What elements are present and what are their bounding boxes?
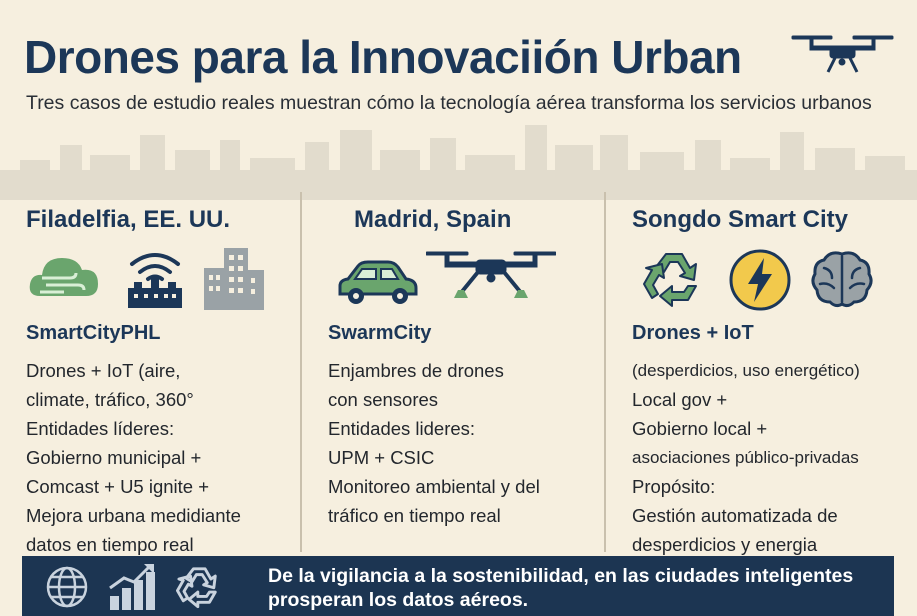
detail-line: Gestión automatizada de [632, 505, 838, 526]
brain-icon [811, 251, 873, 308]
detail-line: Monitoreo ambiental y del [328, 476, 540, 497]
column-divider [300, 192, 302, 552]
growth-chart-icon [109, 564, 155, 610]
footer-message: De la vigilancia a la sostenibilidad, en… [268, 565, 854, 611]
city-title: Songdo Smart City [632, 206, 849, 233]
detail-line: Local gov + [632, 389, 728, 410]
wind-cloud-icon [29, 258, 98, 296]
page-subtitle: Tres casos de estudio reales muestran có… [26, 92, 872, 114]
icon-row [642, 248, 892, 312]
globe-icon [46, 566, 88, 608]
detail-line: (desperdicios, uso energético) [632, 361, 860, 380]
project-name: SmartCityPHL [26, 322, 161, 344]
detail-line: Comcast + U5 ignite + [26, 476, 210, 497]
project-name: SwarmCity [328, 322, 432, 344]
detail-line: UPM + CSIC [328, 447, 435, 468]
detail-line: Entidades líderes: [26, 418, 175, 439]
detail-line: datos en tiempo real [26, 534, 194, 555]
detail-line: Gobierno local + [632, 418, 768, 439]
recycle-icon [643, 253, 697, 307]
detail-line: Propósito: [632, 476, 716, 497]
lightning-icon [729, 249, 791, 311]
city-skyline [0, 125, 917, 200]
detail-line: Mejora urbana medidiante [26, 505, 241, 526]
detail-line: asociaciones público-privadas [632, 448, 859, 467]
detail-line: desperdicios y energia [632, 534, 818, 555]
recycle-icon [176, 567, 217, 609]
buildings-icon [204, 248, 264, 310]
page-title: Drones para la Innovaciión Urban [24, 31, 742, 83]
icon-row [26, 248, 276, 312]
detail-line: climate, tráfico, 360° [26, 389, 194, 410]
icon-row [336, 248, 576, 312]
detail-line: Enjambres de drones [328, 360, 504, 381]
detail-line: tráfico en tiempo real [328, 505, 501, 526]
drone-icon [791, 35, 894, 73]
wifi-tower-icon [128, 253, 182, 308]
car-icon [338, 260, 418, 304]
drone-icon [426, 251, 556, 298]
case-details: Drones + IoT (aire, climate, tráfico, 36… [26, 356, 241, 559]
detail-line: Entidades lideres: [328, 418, 476, 439]
city-title: Filadelfia, EE. UU. [26, 206, 231, 233]
detail-line: Gobierno municipal + [26, 447, 202, 468]
case-details: Enjambres de drones con sensores Entidad… [328, 356, 540, 530]
footer-banner: De la vigilancia a la sostenibilidad, en… [22, 556, 894, 616]
case-details: (desperdicios, uso energético) Local gov… [632, 356, 860, 559]
detail-line: con sensores [328, 389, 439, 410]
detail-line: Drones + IoT (aire, [26, 360, 181, 381]
column-divider [604, 192, 606, 552]
city-title: Madrid, Spain [354, 206, 512, 233]
project-name: Drones + IoT [632, 322, 754, 344]
